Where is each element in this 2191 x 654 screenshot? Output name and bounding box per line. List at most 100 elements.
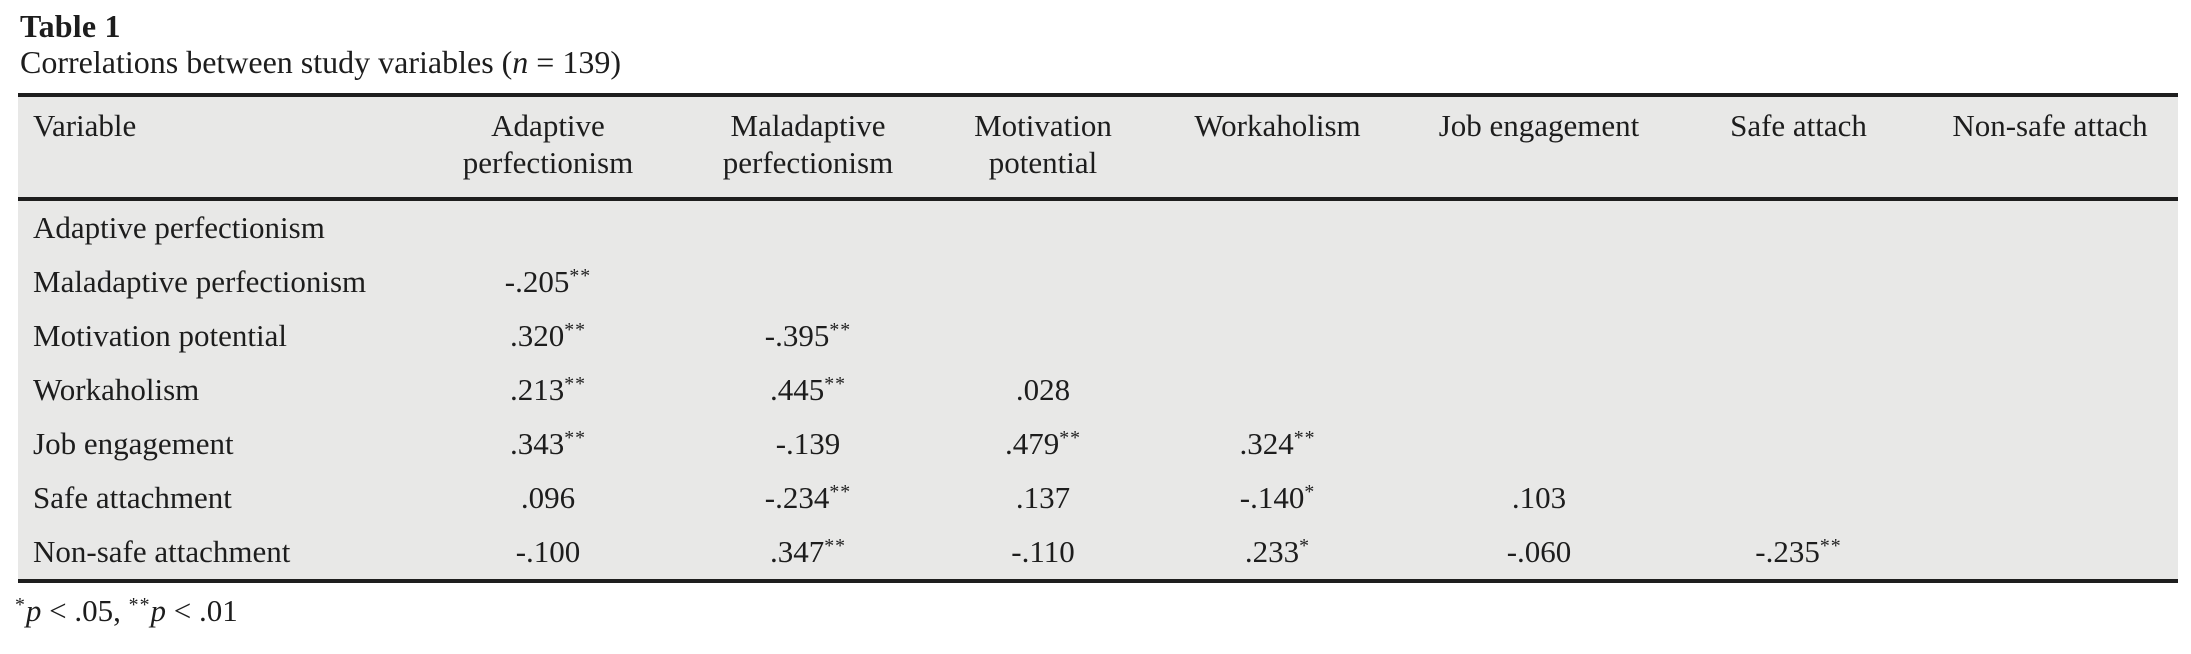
correlation-cell: -.060 <box>1506 534 1572 569</box>
table-caption: Correlations between study variables (n … <box>20 42 621 82</box>
correlation-cell: -.139 <box>775 426 841 461</box>
correlation-cell <box>1152 363 1403 417</box>
significance-marker: ** <box>829 318 852 341</box>
significance-marker: * <box>1304 480 1316 503</box>
correlation-table: Variable Adaptive perfectionism Maladapt… <box>18 93 2178 583</box>
correlation-cell <box>1675 255 1922 309</box>
correlation-cell <box>1152 255 1403 309</box>
correlation-cell: -.395** <box>764 318 852 353</box>
correlation-cell: -.140* <box>1239 480 1316 515</box>
table-row: Safe attachment .096 -.234** .137 -.140* .103 <box>18 471 2178 525</box>
significance-footnote: *p < .05, **p < .01 <box>15 592 238 630</box>
correlation-cell: .324** <box>1239 426 1316 461</box>
row-label: Job engagement <box>33 426 234 461</box>
significance-marker: ** <box>1293 426 1316 449</box>
footnote-text-p01: < .01 <box>165 593 238 628</box>
correlation-cell <box>934 255 1152 309</box>
table-row: Workaholism .213** .445** .028 <box>18 363 2178 417</box>
correlation-cell: .103 <box>1511 480 1567 515</box>
column-header-workaholism: Workaholism <box>1152 95 1403 201</box>
significance-marker: ** <box>1059 426 1082 449</box>
column-header-variable: Variable <box>18 95 414 201</box>
column-header-motivation-potential: Motivation potential <box>934 95 1152 201</box>
column-header-maladaptive-perfectionism: Maladaptive perfectionism <box>682 95 934 201</box>
correlation-cell <box>1152 309 1403 363</box>
correlation-cell <box>1675 471 1922 525</box>
table-row: Adaptive perfectionism <box>18 199 2178 255</box>
significance-marker: * <box>1299 534 1311 557</box>
correlation-cell: .028 <box>1015 372 1071 407</box>
correlation-cell: .137 <box>1015 480 1071 515</box>
caption-text-post: = 139) <box>528 44 621 80</box>
footnote-star-double: ** <box>128 593 151 616</box>
correlation-cell <box>414 199 682 255</box>
correlation-cell: .320** <box>509 318 587 353</box>
footnote-p-symbol: p <box>150 593 166 628</box>
correlation-cell: -.110 <box>1011 534 1075 569</box>
correlation-cell <box>1922 255 2178 309</box>
correlation-cell <box>934 199 1152 255</box>
correlation-cell <box>1922 199 2178 255</box>
footnote-p-symbol: p <box>25 593 42 628</box>
correlation-cell <box>1403 199 1675 255</box>
header-row: Variable Adaptive perfectionism Maladapt… <box>18 95 2178 201</box>
correlation-cell <box>1152 199 1403 255</box>
correlation-cell <box>1922 363 2178 417</box>
column-header-job-engagement: Job engagement <box>1403 95 1675 201</box>
table-row: Job engagement .343** -.139 .479** .324** <box>18 417 2178 471</box>
table-row: Maladaptive perfectionism -.205** <box>18 255 2178 309</box>
correlation-cell <box>1403 363 1675 417</box>
row-label: Adaptive perfectionism <box>33 210 325 245</box>
correlation-cell <box>1675 309 1922 363</box>
correlation-cell <box>1403 417 1675 471</box>
footnote-star-single: * <box>15 593 26 616</box>
correlation-cell: .233* <box>1244 534 1311 569</box>
correlation-cell <box>1922 309 2178 363</box>
significance-marker: ** <box>569 264 592 287</box>
significance-marker: ** <box>564 318 587 341</box>
correlation-cell <box>934 309 1152 363</box>
correlation-cell: .445** <box>769 372 847 407</box>
row-label: Safe attachment <box>33 480 232 515</box>
correlation-cell: .479** <box>1004 426 1082 461</box>
correlation-cell <box>1922 471 2178 525</box>
correlation-cell: -.234** <box>764 480 852 515</box>
table-row: Motivation potential .320** -.395** <box>18 309 2178 363</box>
column-header-adaptive-perfectionism: Adaptive perfectionism <box>414 95 682 201</box>
caption-n-symbol: n <box>512 44 529 80</box>
row-label: Non-safe attachment <box>33 534 291 569</box>
footnote-text-p05: < .05, <box>41 593 129 628</box>
correlation-cell <box>1403 309 1675 363</box>
correlation-cell <box>682 199 934 255</box>
caption-text-pre: Correlations between study variables ( <box>20 44 513 80</box>
correlation-cell: .347** <box>769 534 847 569</box>
correlation-cell <box>1675 417 1922 471</box>
significance-marker: ** <box>1819 534 1842 557</box>
significance-marker: ** <box>824 534 847 557</box>
correlation-cell <box>682 255 934 309</box>
correlation-cell <box>1922 525 2178 581</box>
correlation-cell: .343** <box>509 426 587 461</box>
table-title: Table 1 <box>20 8 121 44</box>
row-label: Maladaptive perfectionism <box>33 264 367 299</box>
correlation-cell: -.235** <box>1755 534 1842 569</box>
correlation-cell <box>1922 417 2178 471</box>
table-row: Non-safe attachment -.100 .347** -.110 .233*… <box>18 525 2178 581</box>
significance-marker: ** <box>564 426 587 449</box>
correlation-cell: -.205** <box>504 264 592 299</box>
significance-marker: ** <box>829 480 852 503</box>
correlation-cell: .213** <box>509 372 587 407</box>
correlation-cell: .096 <box>520 480 576 515</box>
significance-marker: ** <box>824 372 847 395</box>
column-header-non-safe-attach: Non-safe attach <box>1922 95 2178 201</box>
significance-marker: ** <box>564 372 587 395</box>
row-label: Motivation potential <box>33 318 287 353</box>
correlation-cell <box>1675 363 1922 417</box>
row-label: Workaholism <box>33 372 200 407</box>
table-body: Adaptive perfectionism Maladaptive perfec… <box>18 199 2178 581</box>
correlation-cell <box>1675 199 1922 255</box>
correlation-cell: -.100 <box>515 534 581 569</box>
column-header-safe-attach: Safe attach <box>1675 95 1922 201</box>
correlation-cell <box>1403 255 1675 309</box>
